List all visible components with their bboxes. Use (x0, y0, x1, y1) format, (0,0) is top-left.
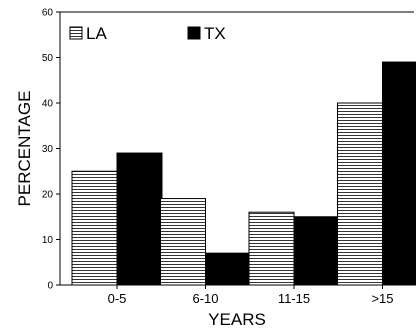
y-tick-label: 50 (42, 53, 54, 64)
y-tick-label: 10 (42, 235, 54, 246)
bar-la-0 (71, 170, 118, 286)
legend-label-tx: TX (204, 24, 226, 43)
bars (71, 61, 416, 286)
bar-tx-2 (293, 216, 340, 286)
bar-tx-3 (382, 61, 416, 286)
y-tick-label: 20 (42, 190, 54, 201)
y-tick-label: 30 (42, 144, 54, 155)
legend-label-la: LA (86, 24, 107, 43)
legend-swatch-la (69, 26, 83, 40)
y-tick-label: 40 (42, 99, 54, 110)
x-tick-label: >15 (371, 291, 393, 306)
bar-la-1 (160, 198, 206, 286)
x-tick-label: 11-15 (278, 291, 310, 306)
bar-tx-1 (205, 252, 251, 286)
x-tick-label: 0-5 (108, 291, 127, 306)
bar-tx-0 (116, 152, 163, 286)
x-axis-title: YEARS (208, 310, 266, 329)
y-tick-label: 60 (42, 8, 54, 19)
bar-la-2 (248, 211, 295, 286)
legend-swatch-tx (187, 26, 201, 40)
y-axis: 0 10 20 30 40 50 60 (42, 8, 60, 292)
x-tick-label: 6-10 (192, 291, 218, 306)
y-tick-label: 0 (47, 281, 53, 292)
x-axis: 0-5 6-10 11-15 >15 (108, 285, 394, 306)
y-axis-title: PERCENTAGE (15, 91, 34, 207)
legend: LA TX (69, 24, 226, 43)
bar-la-3 (337, 102, 383, 286)
